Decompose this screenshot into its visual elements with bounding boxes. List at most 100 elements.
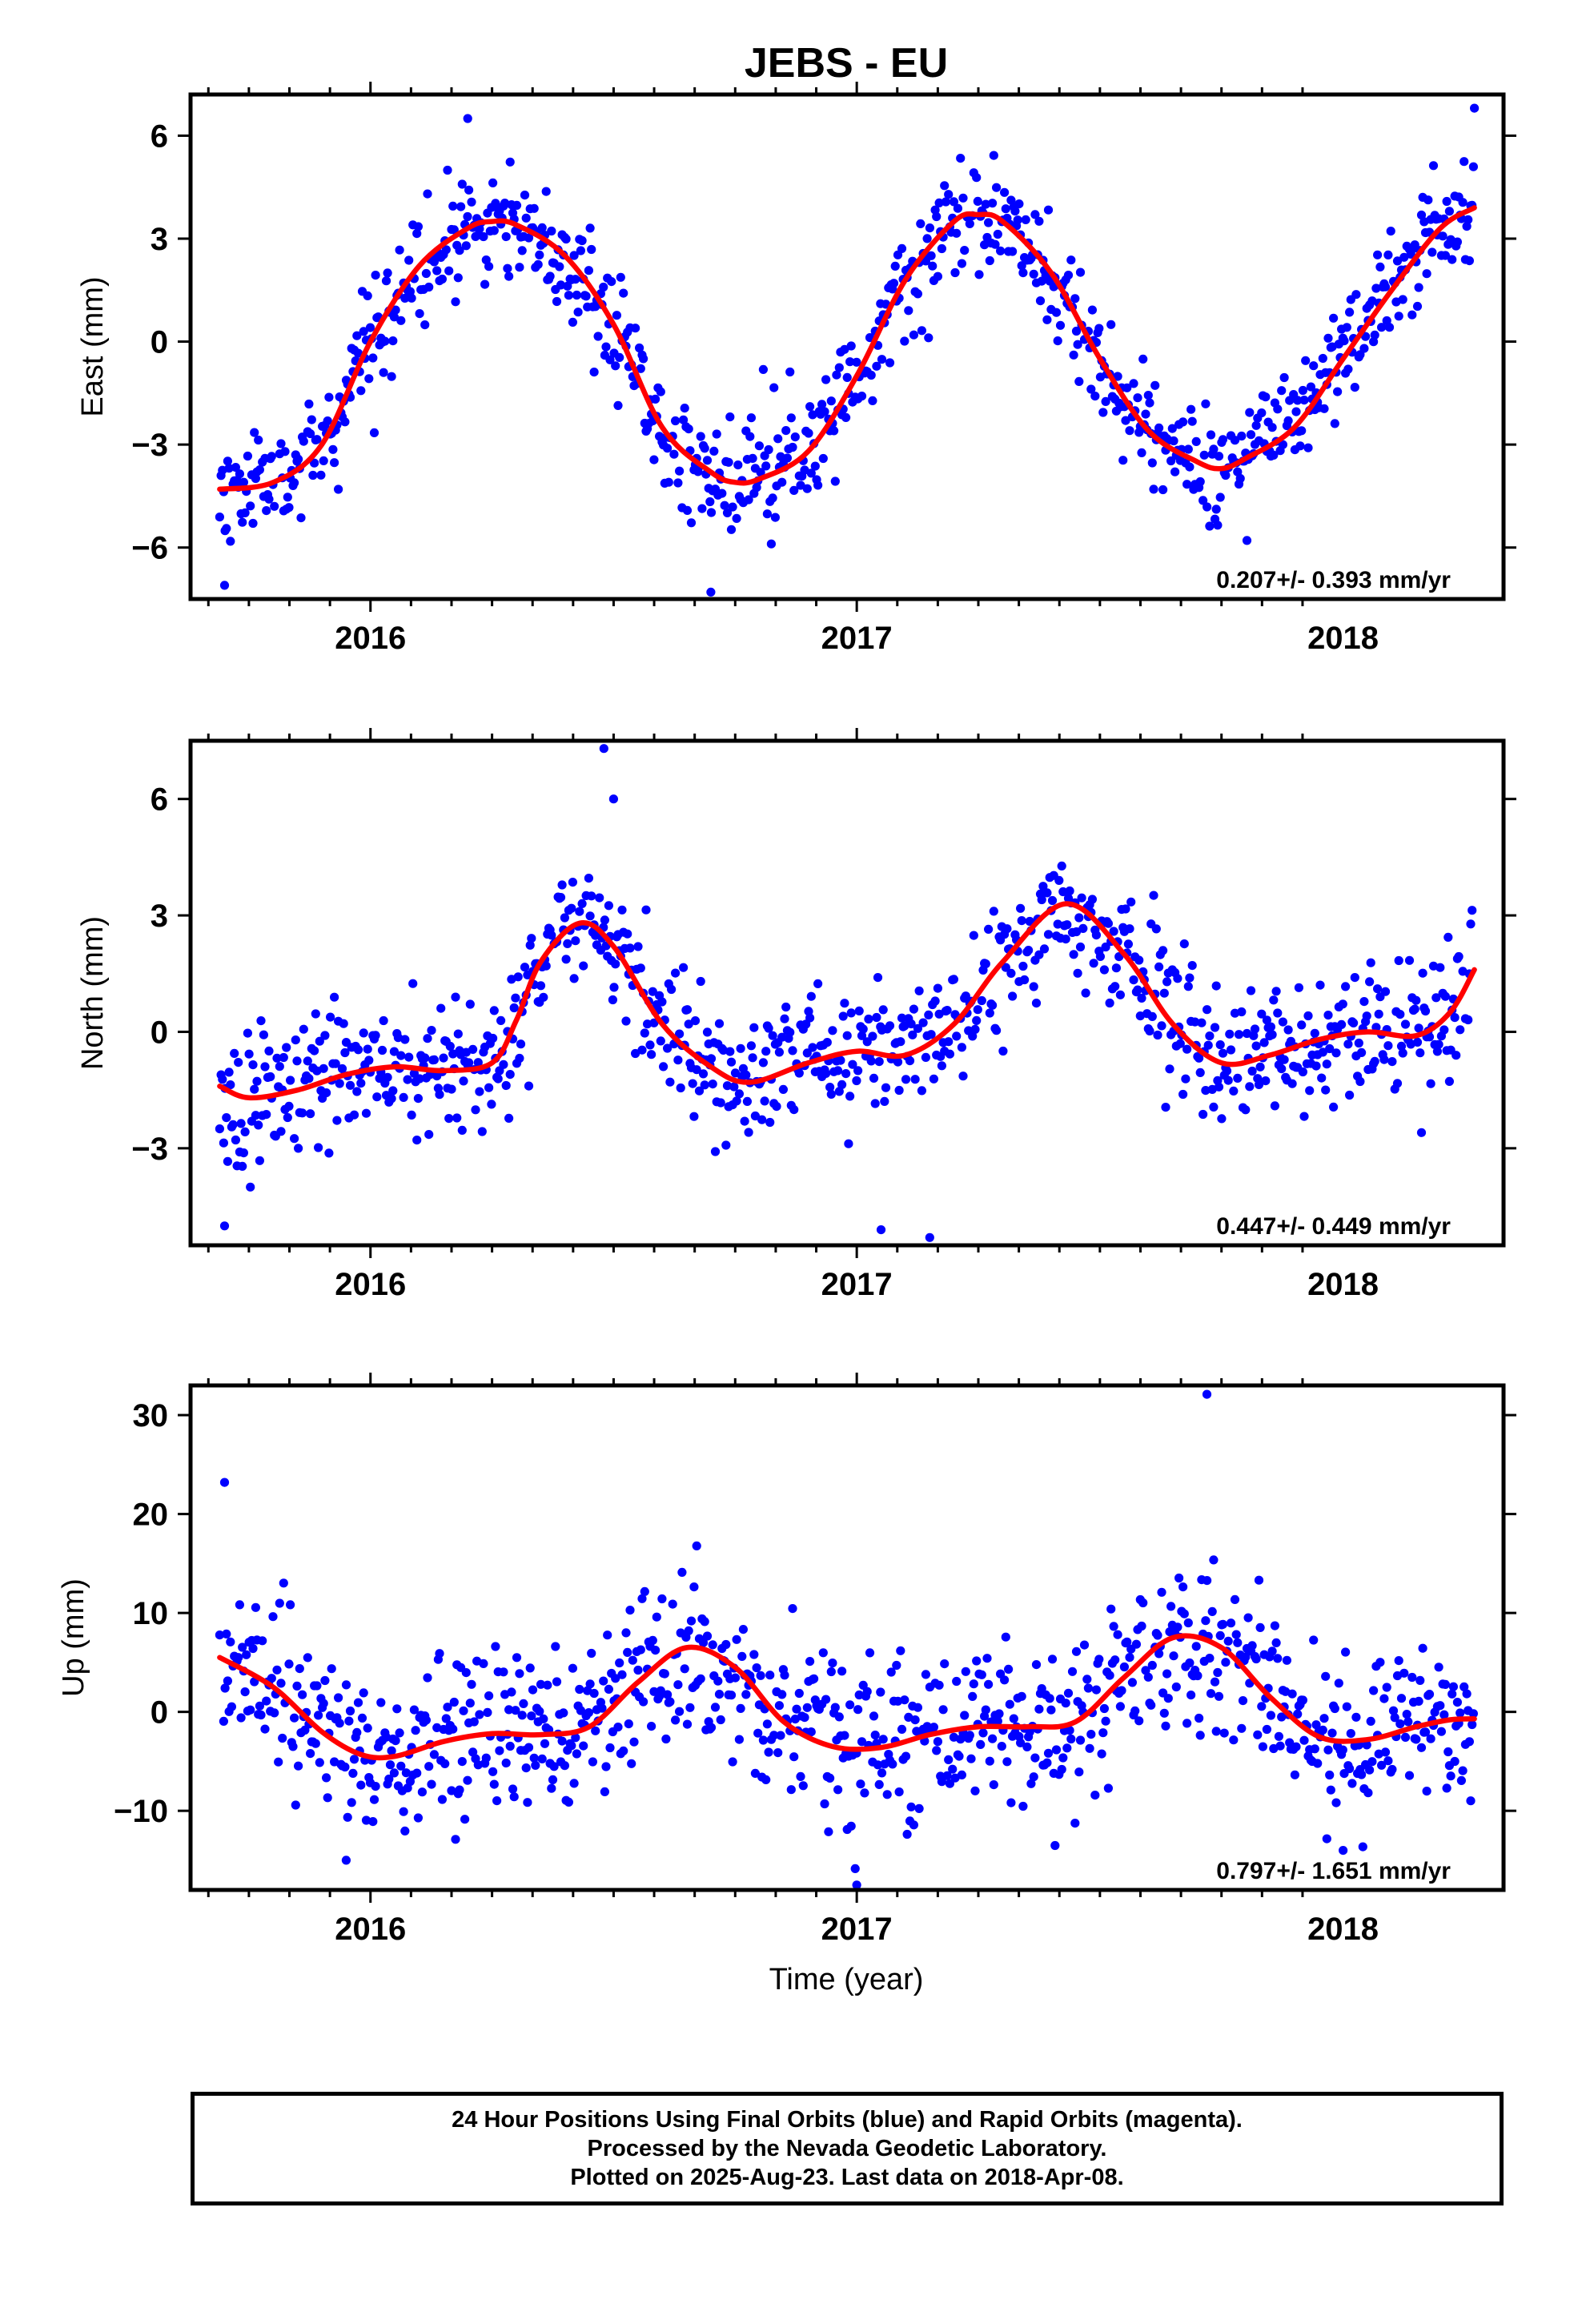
data-point xyxy=(976,1739,986,1749)
data-point xyxy=(1369,1686,1379,1695)
data-point xyxy=(527,1711,536,1721)
data-point xyxy=(519,1699,528,1708)
data-point xyxy=(611,1674,620,1683)
data-point xyxy=(1215,1630,1225,1640)
data-point xyxy=(1158,485,1168,495)
data-point xyxy=(1042,1758,1052,1767)
data-point xyxy=(1183,1618,1193,1628)
data-point xyxy=(356,1079,366,1088)
data-point xyxy=(1161,1721,1170,1731)
data-point xyxy=(279,1578,288,1588)
data-point xyxy=(744,495,753,505)
data-point xyxy=(1233,1073,1243,1083)
data-point xyxy=(310,1046,319,1055)
data-point xyxy=(1016,903,1026,913)
data-point xyxy=(909,330,918,340)
data-point xyxy=(356,386,366,396)
data-point xyxy=(710,1703,721,1712)
data-point xyxy=(761,461,771,471)
data-point xyxy=(1323,333,1333,343)
data-point xyxy=(1345,308,1355,317)
data-point xyxy=(1098,408,1108,417)
data-point xyxy=(231,1135,240,1145)
data-point xyxy=(1267,1030,1277,1039)
data-point xyxy=(857,1031,867,1040)
data-point xyxy=(1392,256,1403,266)
plot-frame xyxy=(188,738,1506,1248)
data-point xyxy=(340,1762,350,1772)
data-point xyxy=(1157,1021,1166,1031)
data-point xyxy=(1323,1745,1333,1755)
data-point xyxy=(876,1225,886,1235)
data-point xyxy=(1134,1716,1144,1726)
data-point xyxy=(633,942,643,951)
chart-title: JEBS - EU xyxy=(745,40,948,86)
data-point xyxy=(420,1053,430,1063)
data-point xyxy=(897,243,907,253)
data-point xyxy=(1440,1679,1450,1689)
data-point xyxy=(960,1711,970,1720)
data-point xyxy=(1086,1730,1096,1739)
data-point xyxy=(969,931,978,940)
data-point xyxy=(1221,1658,1231,1667)
data-point xyxy=(1057,861,1066,870)
data-point xyxy=(1159,1708,1169,1718)
data-point xyxy=(1317,1073,1327,1083)
data-point xyxy=(1350,383,1359,392)
data-point xyxy=(1091,1685,1101,1695)
data-point xyxy=(1428,161,1439,171)
data-point xyxy=(1447,1689,1457,1699)
data-point xyxy=(885,1021,895,1031)
data-point xyxy=(651,1646,661,1655)
data-point xyxy=(314,1711,323,1720)
data-point xyxy=(239,1148,248,1158)
data-point xyxy=(1407,1672,1417,1683)
data-point xyxy=(412,1768,422,1778)
data-point xyxy=(1110,982,1120,991)
data-point xyxy=(1414,283,1423,292)
data-point xyxy=(1195,476,1205,487)
data-point xyxy=(1067,1667,1078,1676)
data-point xyxy=(524,233,534,243)
data-point xyxy=(893,1057,903,1067)
data-point xyxy=(1203,502,1212,512)
data-point xyxy=(893,1696,903,1706)
data-point xyxy=(940,1659,950,1669)
data-point xyxy=(238,1642,247,1652)
data-point xyxy=(435,1090,444,1100)
data-point xyxy=(409,1705,419,1715)
data-point xyxy=(1094,1655,1104,1664)
data-point xyxy=(275,1062,284,1072)
data-point xyxy=(1362,1011,1371,1021)
data-point xyxy=(1354,1038,1363,1048)
data-point xyxy=(1074,913,1084,923)
data-point xyxy=(573,308,583,317)
data-point xyxy=(913,1023,922,1033)
data-point xyxy=(696,976,705,987)
data-point xyxy=(599,744,608,754)
data-point xyxy=(1343,364,1353,374)
data-point xyxy=(1185,973,1195,983)
data-point xyxy=(568,317,578,327)
data-point xyxy=(363,1044,372,1054)
data-point xyxy=(404,255,414,265)
data-point xyxy=(310,458,319,468)
data-point xyxy=(649,1018,659,1027)
data-point xyxy=(1325,1770,1335,1780)
data-point xyxy=(933,983,942,993)
data-point xyxy=(1214,452,1224,461)
data-point xyxy=(531,1760,540,1770)
data-point xyxy=(1195,1053,1204,1063)
data-point xyxy=(896,1037,905,1047)
data-point xyxy=(516,1039,526,1049)
data-point xyxy=(1085,1743,1094,1753)
data-point xyxy=(1466,1796,1476,1806)
data-point xyxy=(637,1594,647,1603)
data-point xyxy=(589,1688,599,1699)
data-point xyxy=(473,1058,483,1068)
data-point xyxy=(547,931,556,940)
data-point xyxy=(985,1756,994,1766)
data-point xyxy=(1309,361,1319,371)
data-point xyxy=(1254,1080,1264,1089)
data-point xyxy=(645,1040,655,1050)
